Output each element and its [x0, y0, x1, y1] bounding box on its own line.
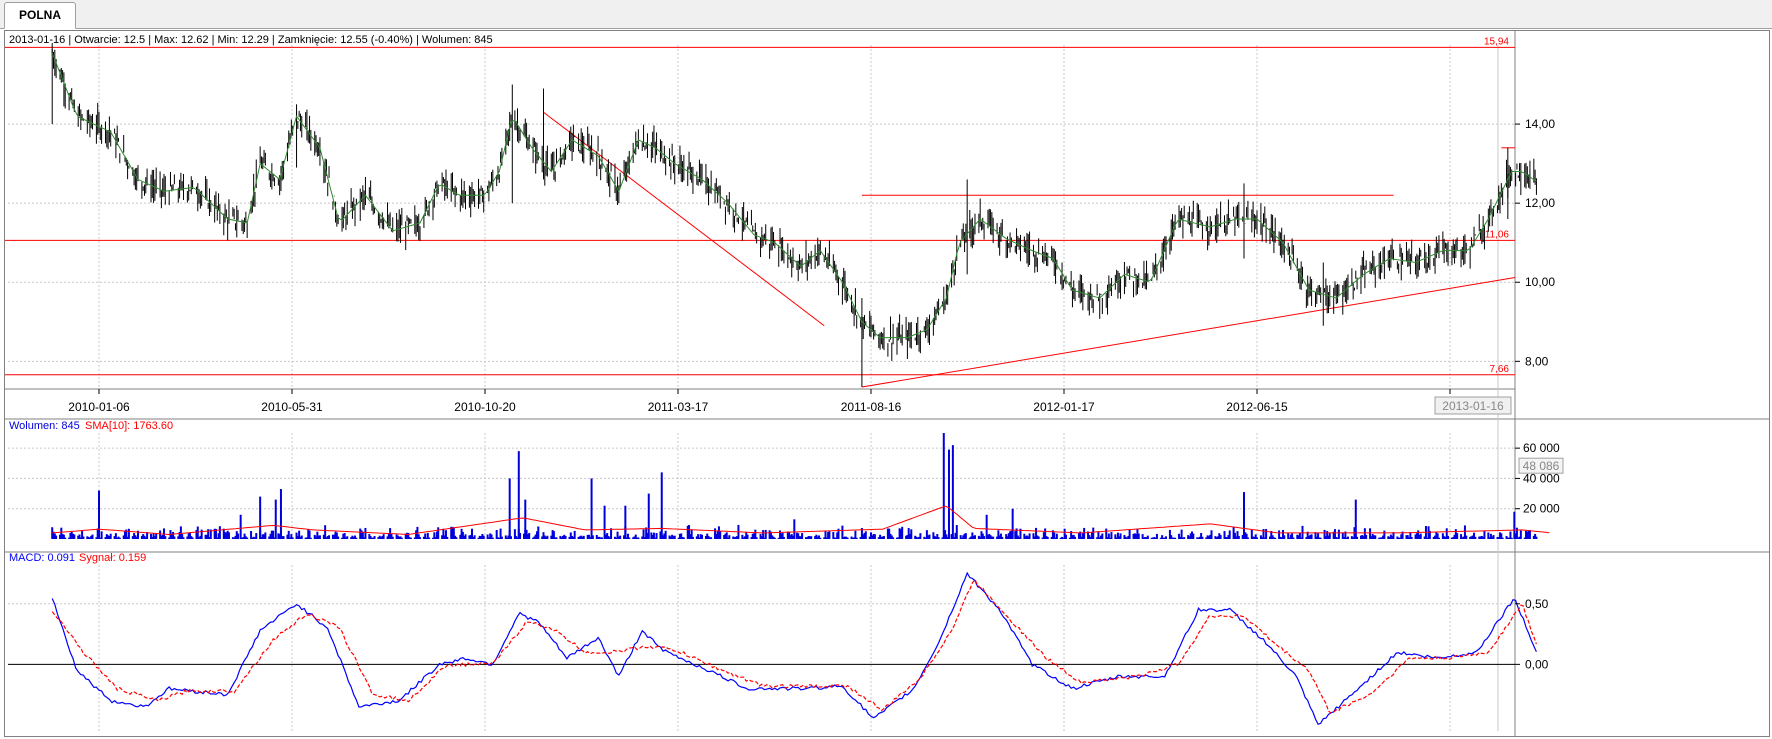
trendline [861, 277, 1516, 388]
x-tick-label: 2012-01-17 [1033, 400, 1095, 414]
cursor-date-badge [1434, 396, 1512, 415]
y-tick-label: 10,00 [1525, 275, 1555, 289]
macd-signal-line [51, 578, 1537, 714]
volume-sma-line [52, 505, 1550, 536]
macd-panel [8, 571, 1537, 726]
y-tick-label: 0,50 [1525, 597, 1549, 611]
tab-bar: POLNA [0, 0, 1772, 29]
y-tick-label: 14,00 [1525, 117, 1555, 131]
price-sma-line [51, 52, 1537, 339]
x-tick-label: 2011-03-17 [648, 400, 709, 414]
volume-legend: Wolumen: 845 [9, 420, 80, 432]
x-tick-label: 2010-01-06 [68, 400, 130, 414]
level-label: 11,06 [1485, 229, 1510, 240]
y-tick-label: 60 000 [1523, 441, 1560, 455]
x-tick-label: 2012-06-15 [1226, 400, 1288, 414]
volume-value-label: 48 086 [1523, 459, 1560, 473]
x-tick-label: 2010-10-20 [454, 400, 516, 414]
price-panel: 15,94 11,06 7,66 [5, 36, 1537, 388]
macd-legend: MACD: 0.091 [9, 552, 75, 564]
y-tick-label: 8,00 [1525, 354, 1549, 368]
cursor-date-label: 2013-01-16 [1442, 399, 1504, 413]
level-label: 7,66 [1490, 364, 1510, 375]
y-tick-label: 20 000 [1523, 502, 1560, 516]
y-tick-label: 0,00 [1525, 657, 1549, 671]
y-tick-label: 12,00 [1525, 196, 1555, 210]
y-tick-label: 40 000 [1523, 471, 1560, 485]
info-line: 2013-01-16 | Otwarcie: 12.5 | Max: 12.62… [9, 34, 493, 46]
level-label: 15,94 [1484, 36, 1509, 47]
macd-signal-legend: Sygnał: 0.159 [79, 552, 146, 564]
tab-polna[interactable]: POLNA [4, 2, 76, 29]
volume-sma-legend: SMA[10]: 1763.60 [85, 420, 173, 432]
x-tick-label: 2010-05-31 [261, 400, 323, 414]
macd-line [51, 571, 1537, 726]
x-tick-label: 2011-08-16 [841, 400, 902, 414]
chart-frame: 15,94 11,06 7,66 2010-01-06 2010-05-31 2010-… [4, 30, 1770, 737]
volume-panel [51, 433, 1550, 539]
axes: 2010-01-06 2010-05-31 2010-10-20 2011-03-17… [68, 117, 1564, 671]
volume-value-badge [1518, 457, 1564, 474]
panel-borders [5, 31, 1769, 736]
